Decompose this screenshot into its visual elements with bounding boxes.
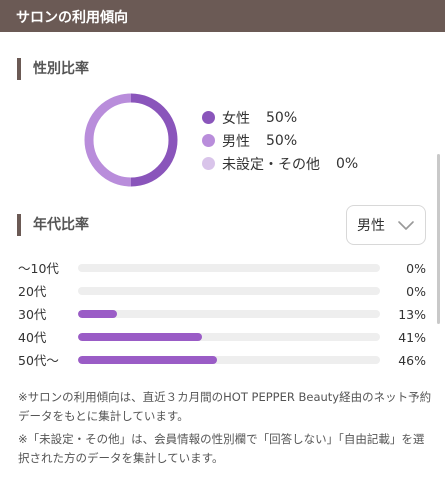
age-row: 50代～ 46% <box>18 352 428 375</box>
scrollbar[interactable] <box>437 154 440 324</box>
age-ratio-heading: 年代比率 <box>17 214 89 236</box>
age-bar-chart: ～10代 0% 20代 0% 30代 13% 40代 41% 50代～ 46% <box>18 260 428 375</box>
bar-track <box>78 287 380 295</box>
donut-slice-1 <box>84 93 132 187</box>
footnote-unset: ※「未設定・その他」は、会員情報の性別欄で「回答しない」「自由記載」を選択された… <box>18 432 425 465</box>
legend-dot-female <box>202 111 215 124</box>
legend-label-female: 女性 <box>222 110 250 127</box>
gender-select[interactable]: 男性 <box>346 205 426 245</box>
gender-ratio-heading: 性別比率 <box>17 58 89 80</box>
age-percent: 13% <box>398 307 426 322</box>
age-label: 30代 <box>18 307 47 322</box>
bar-fill <box>78 333 202 341</box>
header-title: サロンの利用傾向 <box>16 10 128 26</box>
bar-track <box>78 356 380 364</box>
age-row: 40代 41% <box>18 329 428 352</box>
age-percent: 46% <box>398 353 426 368</box>
age-percent: 0% <box>406 261 426 276</box>
legend-label-male: 男性 <box>222 133 250 150</box>
gender-donut-chart <box>84 93 178 187</box>
page-header: サロンの利用傾向 <box>0 0 445 32</box>
age-label: ～10代 <box>18 261 59 276</box>
age-label: 40代 <box>18 330 47 345</box>
legend-item-male: 男性 50% <box>202 129 358 152</box>
legend-value-female: 50% <box>266 109 298 126</box>
bar-fill <box>78 356 217 364</box>
age-row: 30代 13% <box>18 306 428 329</box>
age-row: ～10代 0% <box>18 260 428 283</box>
age-label: 20代 <box>18 284 47 299</box>
bar-track <box>78 310 380 318</box>
legend-value-male: 50% <box>266 132 298 149</box>
bar-track <box>78 264 380 272</box>
legend-label-other: 未設定・その他 <box>222 156 320 173</box>
donut-slice-0 <box>130 93 178 187</box>
age-label: 50代～ <box>18 353 59 368</box>
legend-value-other: 0% <box>336 155 359 172</box>
gender-legend: 女性 50% 男性 50% 未設定・その他 0% <box>202 106 358 175</box>
gender-select-value: 男性 <box>357 218 385 234</box>
age-row: 20代 0% <box>18 283 428 306</box>
age-percent: 0% <box>406 284 426 299</box>
footnotes: ※サロンの利用傾向は、直近３カ月間のHOT PEPPER Beauty経由のネッ… <box>18 388 433 472</box>
age-percent: 41% <box>398 330 426 345</box>
legend-item-other: 未設定・その他 0% <box>202 152 358 175</box>
legend-dot-other <box>202 157 215 170</box>
footnote-usage: ※サロンの利用傾向は、直近３カ月間のHOT PEPPER Beauty経由のネッ… <box>18 390 432 423</box>
bar-track <box>78 333 380 341</box>
bar-fill <box>78 310 118 318</box>
chevron-down-icon <box>398 221 414 230</box>
legend-item-female: 女性 50% <box>202 106 358 129</box>
legend-dot-male <box>202 134 215 147</box>
